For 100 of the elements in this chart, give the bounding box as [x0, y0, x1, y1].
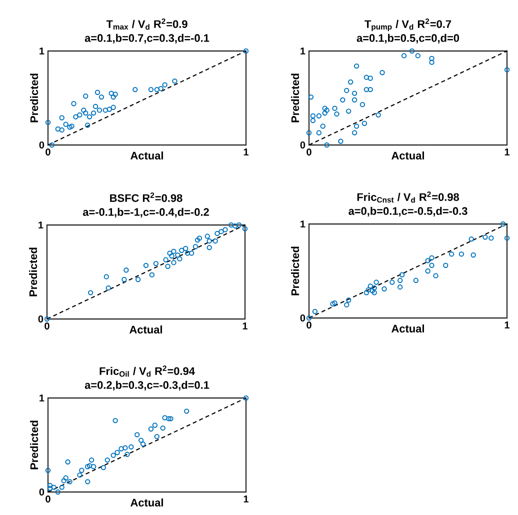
point: [443, 262, 448, 268]
point: [504, 236, 510, 241]
point: [124, 268, 129, 273]
point: [55, 126, 60, 132]
point: [148, 86, 154, 92]
point: [162, 415, 168, 420]
chart-title: BSFC R$^{2}$=0.98: [110, 192, 182, 202]
point: [184, 250, 190, 256]
point: [310, 118, 316, 124]
point: [128, 444, 134, 450]
x-axis-title: Actual: [130, 151, 163, 160]
point: [169, 253, 174, 259]
point: [316, 113, 322, 118]
chart-title: T$_{pump}$ / V$_{d}$ R$^{2}$=0.7: [364, 18, 452, 32]
point: [63, 475, 68, 480]
point: [376, 112, 381, 118]
point: [346, 108, 352, 114]
point: [332, 106, 338, 111]
point: [148, 426, 154, 432]
y-tick-label: 0: [39, 141, 44, 149]
point: [382, 286, 387, 292]
point: [47, 486, 53, 491]
point: [179, 248, 184, 253]
point: [368, 283, 373, 289]
point: [468, 236, 474, 242]
point: [67, 479, 72, 484]
point: [344, 302, 350, 308]
point: [372, 285, 377, 291]
point: [104, 274, 109, 280]
point: [242, 226, 248, 232]
point: [320, 124, 326, 129]
point: [448, 251, 454, 257]
point: [243, 48, 249, 54]
x-axis-title: Actual: [130, 498, 163, 507]
point: [90, 110, 96, 116]
point: [352, 97, 358, 102]
point: [92, 104, 98, 110]
point: [397, 284, 403, 290]
y-axis-title: Predicted: [29, 248, 38, 296]
point: [332, 300, 338, 306]
point: [372, 290, 377, 296]
point: [59, 484, 64, 490]
point: [177, 256, 182, 262]
chart-subtitle: a=0,b=0.1,c=-0.5,d=-0.3: [348, 206, 468, 216]
point: [152, 422, 158, 428]
point: [364, 74, 370, 80]
point: [399, 272, 405, 278]
point: [112, 92, 118, 97]
y-tick-label: 0: [39, 488, 44, 496]
point: [401, 53, 407, 58]
point: [90, 464, 96, 470]
point: [429, 262, 434, 268]
point: [366, 287, 371, 292]
point: [352, 90, 358, 96]
x-tick-label: 0: [46, 148, 50, 156]
y-tick-label: 0: [38, 315, 44, 323]
y-tick-label: 1: [300, 48, 306, 54]
point: [222, 227, 228, 232]
point: [458, 251, 464, 257]
point: [65, 459, 70, 465]
point: [308, 94, 314, 100]
x-tick-label: 1: [504, 322, 510, 328]
point: [140, 441, 146, 447]
x-tick-label: 1: [244, 148, 248, 156]
point: [49, 142, 55, 148]
y-tick-label: 1: [300, 220, 306, 228]
point: [106, 285, 111, 291]
point: [149, 272, 155, 278]
point: [374, 280, 379, 285]
point: [429, 56, 434, 62]
point: [352, 130, 358, 136]
point: [124, 452, 130, 457]
point: [425, 258, 430, 264]
point: [110, 452, 116, 458]
point: [132, 86, 138, 92]
point: [171, 260, 176, 266]
chart-subtitle: a=0.1,b=0.5,c=0,d=0: [356, 34, 460, 44]
point: [206, 244, 212, 250]
point: [51, 484, 57, 490]
x-tick-label: 1: [242, 322, 248, 330]
point: [77, 472, 82, 478]
point: [504, 67, 510, 72]
chart-subtitle: a=-0.1,b=-1,c=-0.4,d=-0.2: [82, 208, 209, 218]
point: [163, 257, 168, 262]
point: [73, 114, 78, 120]
point: [500, 221, 506, 227]
x-tick-label: 0: [306, 148, 312, 156]
point: [330, 301, 336, 306]
y-axis-title: Predicted: [30, 74, 38, 122]
point: [81, 108, 86, 113]
point: [346, 298, 352, 303]
point: [306, 315, 312, 321]
point: [44, 316, 50, 322]
point: [47, 482, 53, 488]
point: [138, 438, 144, 443]
point: [134, 432, 140, 438]
point: [154, 434, 160, 440]
point: [192, 244, 198, 250]
y-tick-label: 1: [40, 394, 44, 402]
point: [232, 223, 238, 229]
